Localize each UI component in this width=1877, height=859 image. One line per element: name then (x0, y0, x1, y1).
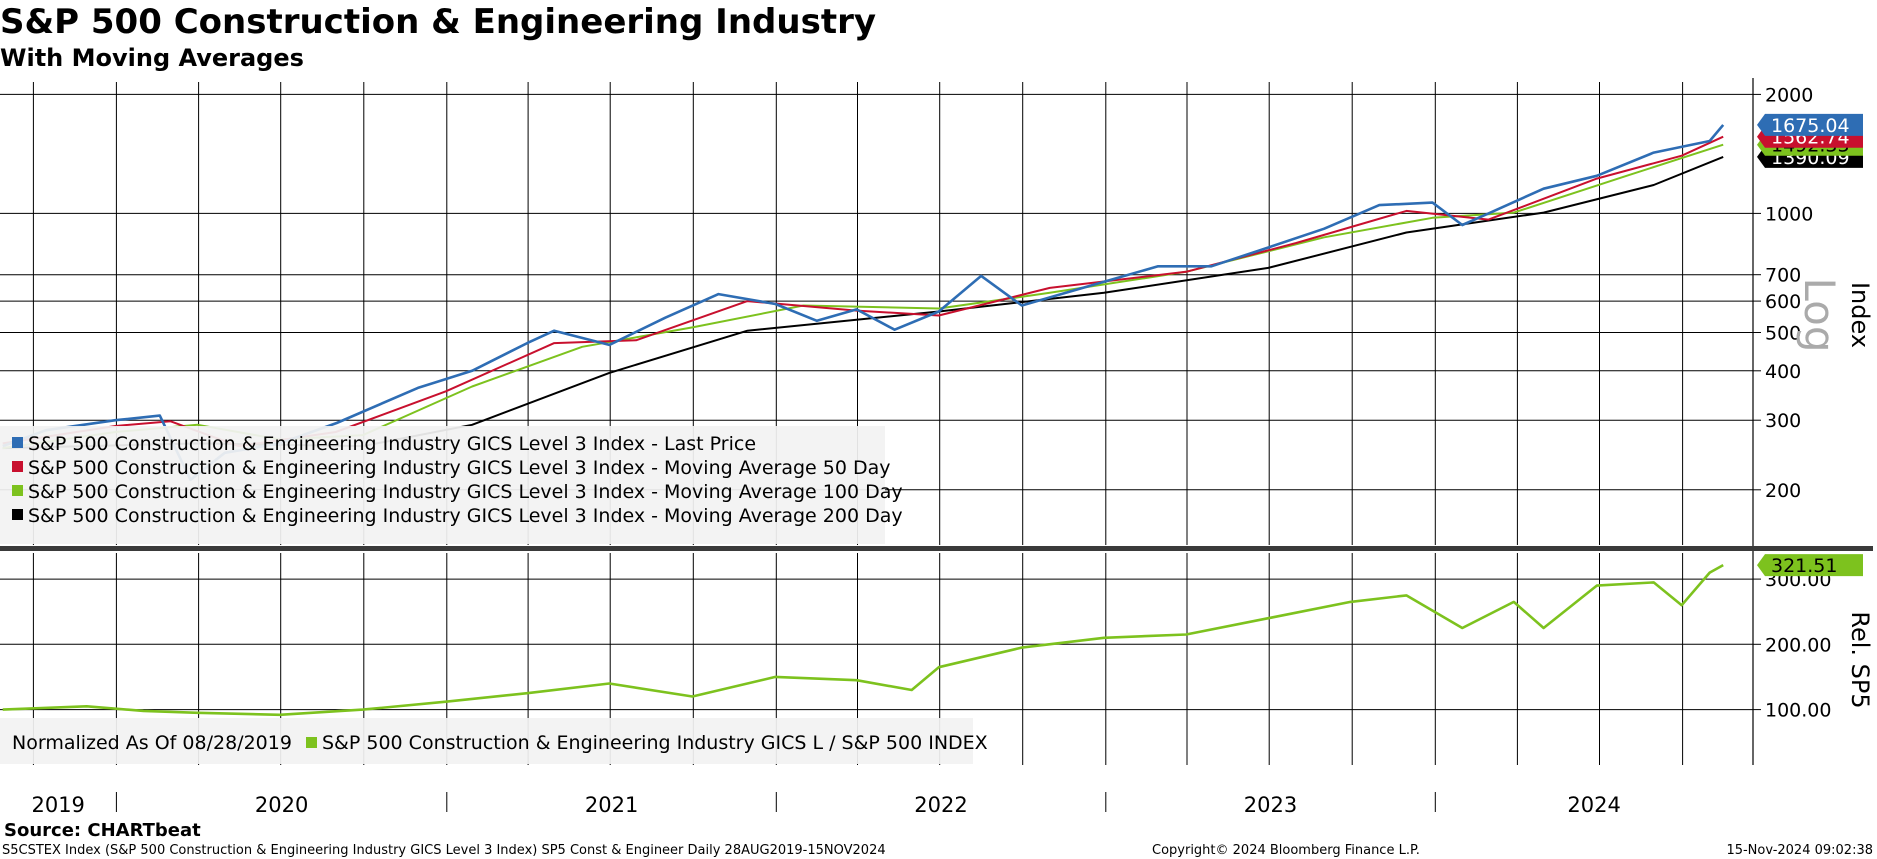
ytick-label-main: 2000 (1765, 84, 1813, 106)
legend-swatch (12, 485, 23, 496)
last-value-tag-last-price: 1675.04 (1757, 113, 1863, 137)
ytick-label-rel: 100.00 (1765, 700, 1831, 722)
legend-entry: S&P 500 Construction & Engineering Indus… (28, 481, 903, 503)
series-relative (2, 563, 1724, 717)
last-value-tag-relative: 321.51 (1757, 554, 1863, 577)
chart-subtitle: With Moving Averages (0, 44, 304, 72)
chart-title: S&P 500 Construction & Engineering Indus… (0, 2, 876, 42)
log-scale-label: Log (1795, 277, 1844, 352)
legend-box-rel (0, 718, 973, 764)
ytick-label-main: 600 (1765, 291, 1801, 313)
ytick-label-main: 200 (1765, 480, 1801, 502)
legend-entry: S&P 500 Construction & Engineering Indus… (28, 505, 903, 527)
axis-layer: 20030040050060070010002000100.00200.0030… (0, 78, 1874, 817)
legend-normalized-label: Normalized As Of 08/28/2019 (12, 732, 292, 754)
yaxis-title-rel: Rel. SP5 (1846, 611, 1874, 708)
last-value-tag-relative-text: 321.51 (1771, 555, 1837, 577)
yaxis-title-main: Index (1846, 282, 1874, 348)
legend-swatch (12, 461, 23, 472)
series-ma200 (2, 155, 1724, 450)
last-value-tag-last-price-text: 1675.04 (1771, 115, 1850, 137)
xaxis-year-label: 2024 (1567, 793, 1620, 817)
legend-layer: S&P 500 Construction & Engineering Indus… (0, 426, 988, 764)
series-ma50 (2, 135, 1724, 448)
panel-divider (0, 546, 1873, 551)
source-label: Source: CHARTbeat (4, 820, 201, 841)
legend-entry: S&P 500 Construction & Engineering Indus… (28, 457, 891, 479)
xaxis-year-label: 2022 (914, 793, 967, 817)
legend-box-main (0, 426, 885, 544)
last-value-tag-last-price-bg (1757, 113, 1863, 136)
series-ma100 (2, 143, 1724, 450)
ytick-label-main: 300 (1765, 410, 1801, 432)
ytick-label-main: 500 (1765, 323, 1801, 345)
footer-copyright: Copyright© 2024 Bloomberg Finance L.P. (1152, 843, 1420, 858)
legend-entry: S&P 500 Construction & Engineering Indus… (28, 433, 756, 455)
xaxis-year-label: 2023 (1244, 793, 1297, 817)
xaxis-year-label: 2019 (31, 793, 84, 817)
legend-entry: S&P 500 Construction & Engineering Indus… (322, 732, 988, 754)
xaxis-year-label: 2021 (585, 793, 638, 817)
ytick-label-main: 700 (1765, 265, 1801, 287)
legend-swatch (12, 509, 23, 520)
xaxis-year-label: 2020 (255, 793, 308, 817)
footer-description: S5CSTEX Index (S&P 500 Construction & En… (2, 843, 886, 858)
legend-swatch (306, 737, 317, 748)
ytick-label-rel: 200.00 (1765, 634, 1831, 656)
ytick-label-main: 400 (1765, 361, 1801, 383)
footer-timestamp: 15-Nov-2024 09:02:38 (1726, 843, 1873, 858)
ytick-label-main: 1000 (1765, 203, 1813, 225)
grid-layer (0, 82, 1753, 765)
last-value-tag-relative-bg (1757, 554, 1863, 577)
legend-swatch (12, 437, 23, 448)
